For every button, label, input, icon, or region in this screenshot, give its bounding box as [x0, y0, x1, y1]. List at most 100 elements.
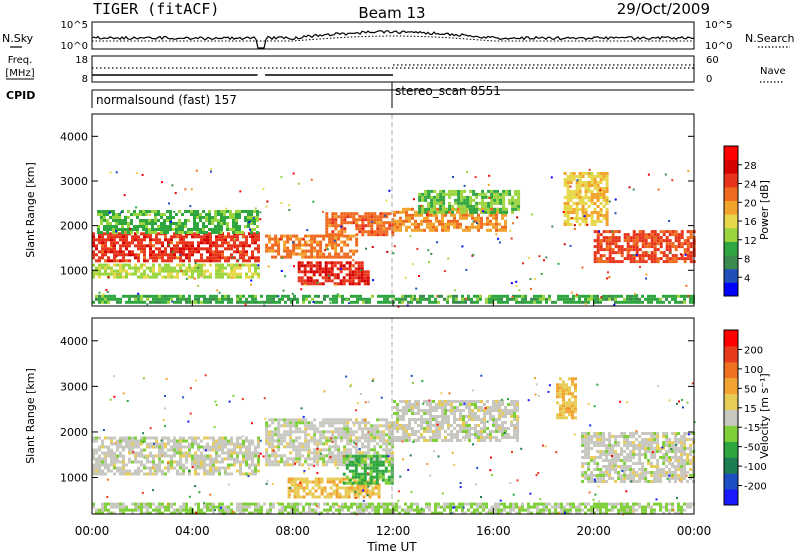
heatmap-cell	[313, 439, 317, 443]
heatmap-cell	[113, 247, 116, 251]
heatmap-cell	[110, 269, 113, 273]
heatmap-cell	[310, 451, 314, 455]
heatmap-cell	[653, 242, 657, 246]
heatmap-cell	[513, 415, 516, 418]
heatmap-cell	[340, 457, 344, 461]
heatmap-cell	[203, 454, 206, 458]
heatmap-cell	[260, 300, 263, 304]
heatmap-cell	[182, 454, 185, 458]
heatmap-cell	[536, 300, 539, 304]
heatmap-cell	[215, 238, 218, 242]
colorbar-tick-label: 20	[744, 198, 757, 209]
heatmap-cell	[122, 454, 125, 458]
heatmap-cell	[492, 418, 495, 421]
heatmap-cell	[334, 418, 338, 422]
heatmap-cell	[498, 430, 501, 433]
heatmap-cell	[319, 433, 323, 437]
heatmap-cell	[277, 448, 281, 452]
heatmap-cell	[683, 294, 686, 298]
heatmap-cell	[275, 294, 278, 298]
heatmap-cell	[309, 261, 313, 265]
heatmap-cell	[206, 259, 209, 263]
heatmap-cell	[209, 272, 212, 276]
heatmap-cell	[216, 289, 219, 292]
heatmap-cell	[227, 235, 230, 239]
heatmap-cell	[185, 439, 188, 443]
heatmap-cell	[226, 216, 229, 219]
heatmap-cell	[376, 230, 380, 234]
heatmap-cell	[304, 255, 308, 259]
heatmap-cell	[343, 436, 347, 440]
heatmap-cell	[448, 204, 452, 208]
heatmap-cell	[140, 448, 143, 452]
heatmap-cell	[140, 442, 143, 446]
heatmap-cell	[608, 230, 612, 234]
heatmap-cell	[349, 433, 353, 437]
heatmap-cell	[686, 236, 690, 240]
heatmap-cell	[203, 448, 206, 452]
heatmap-cell	[608, 438, 612, 441]
heatmap-cell	[107, 451, 110, 455]
heatmap-cell	[253, 210, 256, 213]
heatmap-cell	[342, 481, 346, 485]
heatmap-cell	[316, 451, 320, 455]
heatmap-cell	[517, 201, 521, 205]
heatmap-cell	[689, 294, 692, 298]
heatmap-cell	[179, 460, 182, 464]
heatmap-cell	[495, 436, 498, 439]
heatmap-cell	[265, 427, 269, 431]
heatmap-cell	[560, 297, 563, 301]
heatmap-cell	[611, 294, 614, 298]
heatmap-cell	[478, 192, 482, 196]
heatmap-cell	[605, 257, 609, 261]
heatmap-cell	[301, 463, 305, 467]
heatmap-cell	[584, 450, 588, 453]
heatmap-cell	[453, 427, 456, 430]
heatmap-cell	[339, 270, 343, 274]
heatmap-cell	[444, 222, 447, 226]
heatmap-cell	[376, 442, 380, 446]
heatmap-cell	[459, 427, 462, 430]
heatmap-cell	[647, 300, 650, 304]
heatmap-cell	[215, 269, 218, 273]
heatmap-cell	[435, 213, 438, 217]
nsky-trace	[91, 30, 694, 49]
heatmap-cell	[426, 216, 429, 220]
heatmap-cell	[438, 415, 441, 418]
heatmap-cell	[423, 400, 426, 403]
heatmap-cell	[450, 412, 453, 415]
heatmap-cell	[559, 395, 562, 399]
heatmap-cell	[331, 246, 335, 250]
heatmap-cell	[352, 234, 356, 238]
heatmap-cell	[677, 294, 680, 298]
heatmap-cell	[453, 219, 456, 223]
heatmap-cell	[623, 297, 626, 301]
heatmap-cell	[208, 213, 211, 216]
heatmap-cell	[299, 495, 303, 499]
heatmap-cell	[182, 238, 185, 242]
heatmap-cell	[581, 205, 585, 208]
heatmap-cell	[185, 297, 188, 301]
heatmap-cell	[447, 400, 450, 403]
heatmap-cell	[130, 219, 133, 222]
heatmap-cell	[257, 235, 260, 239]
heatmap-cell	[182, 241, 185, 245]
heatmap-cell	[140, 294, 143, 298]
heatmap-cell	[364, 215, 368, 219]
heatmap-cell	[556, 392, 559, 396]
heatmap-cell	[424, 189, 428, 193]
heatmap-cell	[575, 220, 579, 223]
heatmap-cell	[319, 424, 323, 428]
heatmap-cell	[499, 201, 503, 205]
heatmap-cell	[465, 297, 467, 300]
heatmap-cell	[155, 439, 158, 443]
heatmap-cell	[107, 250, 110, 254]
heatmap-cell	[360, 454, 364, 458]
heatmap-cell	[396, 219, 399, 223]
heatmap-cell	[190, 231, 193, 234]
heatmap-cell	[178, 219, 181, 222]
heatmap-cell	[127, 210, 130, 213]
heatmap-cell	[353, 300, 356, 304]
heatmap-cell	[632, 248, 636, 252]
heatmap-cell	[357, 475, 361, 479]
